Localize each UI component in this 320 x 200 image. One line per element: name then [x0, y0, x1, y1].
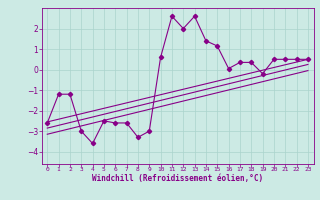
X-axis label: Windchill (Refroidissement éolien,°C): Windchill (Refroidissement éolien,°C) — [92, 174, 263, 183]
